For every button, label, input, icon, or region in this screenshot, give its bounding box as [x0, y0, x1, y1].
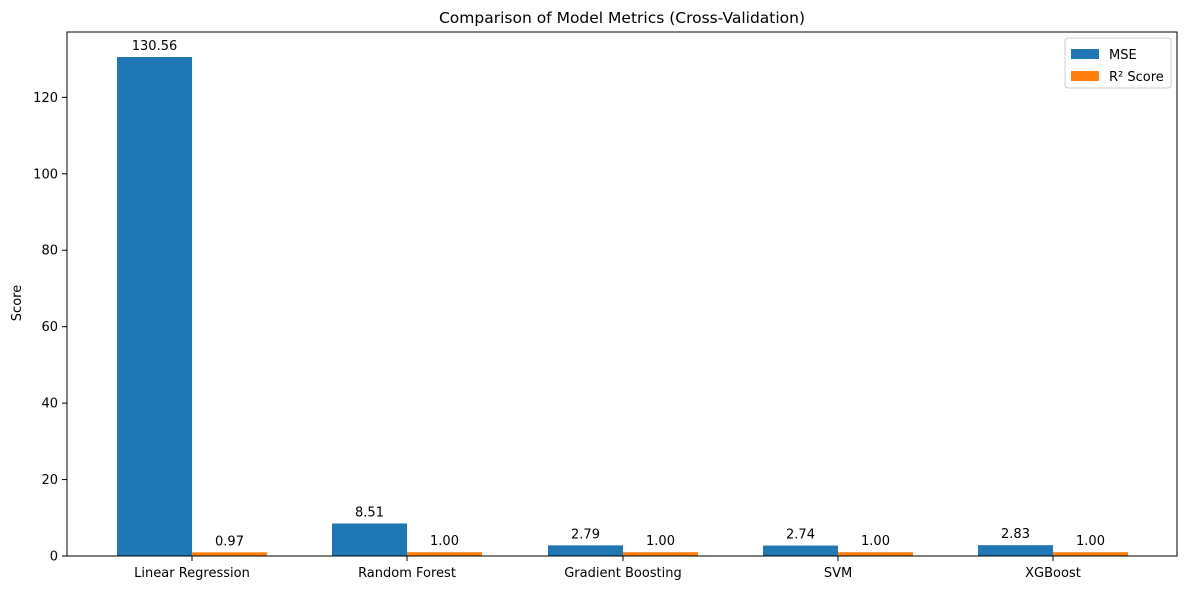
bar-value-label: 2.83 — [1001, 527, 1030, 542]
legend-label: R² Score — [1109, 70, 1164, 85]
bar-value-label: 2.74 — [786, 528, 815, 543]
plot-frame — [66, 31, 1178, 557]
x-tick-label: Linear Regression — [134, 566, 250, 581]
y-tick-label: 40 — [41, 397, 58, 412]
bar-value-label: 1.00 — [1076, 534, 1105, 549]
x-tick-label: Random Forest — [358, 566, 456, 581]
y-tick-label: 0 — [50, 550, 58, 565]
y-tick-label: 60 — [41, 320, 58, 335]
bar-value-label: 1.00 — [646, 534, 675, 549]
chart-title: Comparison of Model Metrics (Cross-Valid… — [439, 9, 805, 27]
bar-r2 — [192, 552, 267, 556]
y-tick-label: 20 — [41, 473, 58, 488]
bar-mse — [763, 545, 838, 556]
y-tick-label: 100 — [33, 167, 58, 182]
bar-labels-group: 130.56 8.51 2.79 2.74 2.83 0.97 1.00 1.00 1.00 1.… — [132, 39, 1105, 549]
x-tick-label: SVM — [824, 566, 852, 581]
bar-mse — [978, 545, 1053, 556]
bar-r2 — [623, 552, 698, 556]
bar-value-label: 1.00 — [861, 534, 890, 549]
bar-r2 — [1053, 552, 1128, 556]
bar-value-label: 1.00 — [430, 534, 459, 549]
y-axis-label: Score — [10, 285, 25, 321]
bars-group — [117, 56, 1128, 556]
legend-swatch-r2 — [1071, 71, 1099, 81]
y-tick-label: 120 — [33, 91, 58, 106]
bar-r2 — [838, 552, 913, 556]
bar-value-label: 2.79 — [571, 527, 600, 542]
x-tick-label: Gradient Boosting — [564, 566, 682, 581]
y-tick-label: 80 — [41, 244, 58, 259]
legend-label: MSE — [1109, 48, 1137, 63]
bar-mse — [548, 545, 623, 556]
y-axis: 0 20 40 60 80 100 120 — [33, 91, 67, 565]
bar-value-label: 8.51 — [355, 505, 384, 520]
legend: MSE R² Score — [1064, 37, 1172, 89]
x-tick-label: XGBoost — [1025, 566, 1081, 581]
bar-value-label: 130.56 — [132, 39, 178, 54]
bar-mse — [332, 523, 407, 556]
bar-r2 — [407, 552, 482, 556]
bar-value-label: 0.97 — [215, 534, 244, 549]
x-axis: Linear Regression Random Forest Gradient B… — [134, 556, 1081, 581]
bar-mse — [117, 56, 192, 556]
legend-swatch-mse — [1071, 49, 1099, 59]
